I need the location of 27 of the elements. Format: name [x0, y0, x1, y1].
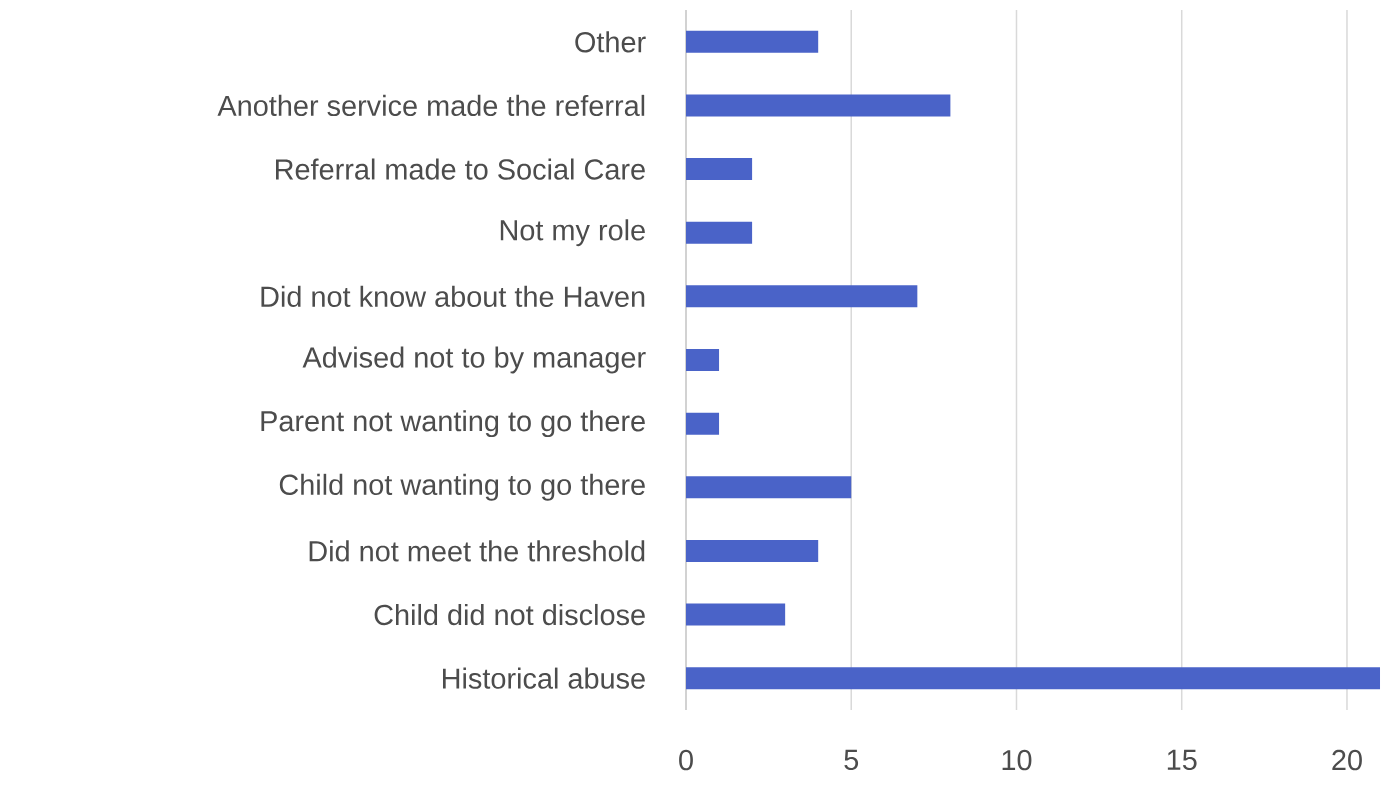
y-tick-label: Advised not to by manager: [302, 346, 646, 374]
x-tick-label: 0: [679, 749, 693, 771]
x-tick-label: 10: [1002, 749, 1032, 771]
x-tick-label: 15: [1167, 749, 1197, 770]
y-tick-label: Other: [575, 31, 646, 53]
bar: [686, 349, 720, 371]
y-tick-label: Not my role: [500, 219, 645, 247]
y-tick-label: Child did not disclose: [374, 603, 645, 626]
bar: [686, 158, 753, 181]
x-tick-label: 5: [844, 749, 859, 770]
bar: [686, 476, 852, 499]
bar: [686, 603, 786, 626]
y-tick-label: Historical abuse: [443, 667, 645, 689]
y-tick-label: Did not know about the Haven: [261, 285, 645, 307]
bar: [686, 285, 918, 308]
bar: [686, 412, 720, 435]
bar: [686, 667, 1381, 690]
y-tick-label: Child not wanting to go there: [279, 473, 645, 501]
x-tick-label: 20: [1332, 749, 1362, 771]
bar: [686, 94, 951, 117]
bar: [686, 30, 819, 53]
bar: [686, 539, 819, 562]
y-tick-label: Did not meet the threshold: [309, 540, 645, 562]
y-tick-label: Referral made to Social Care: [276, 158, 645, 180]
bar: [686, 221, 753, 244]
y-tick-label: Another service made the referral: [217, 94, 645, 117]
y-tick-label: Parent not wanting to go there: [261, 410, 645, 438]
